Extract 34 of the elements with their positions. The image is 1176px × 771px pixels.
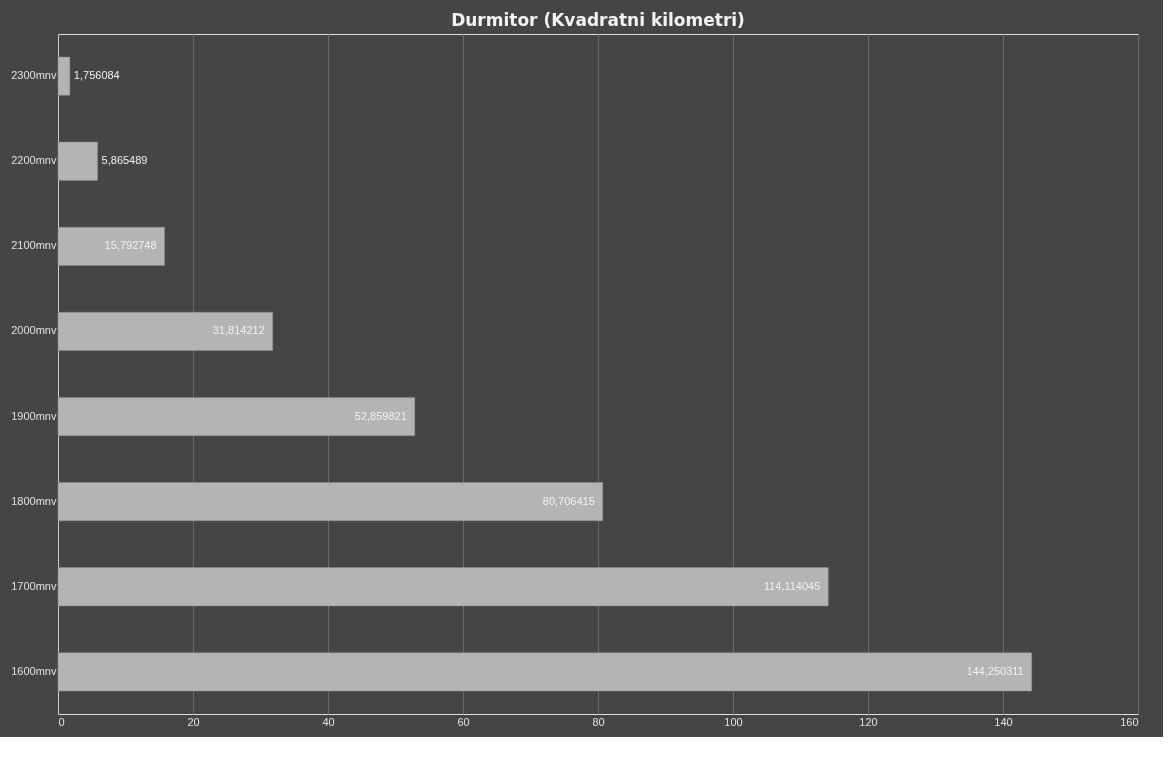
chart-title: Durmitor (Kvadratni kilometri) xyxy=(451,10,745,30)
bar xyxy=(57,567,829,607)
bar xyxy=(57,312,273,351)
bar xyxy=(57,141,98,181)
y-tick-label: 1800mnv xyxy=(11,494,57,507)
x-tick-label: 60 xyxy=(457,715,470,728)
x-tick-label: 40 xyxy=(322,715,335,728)
y-tick-label: 1700mnv xyxy=(11,579,57,592)
data-label: 5,865489 xyxy=(101,154,148,167)
data-label: 15,792748 xyxy=(104,239,157,252)
data-label: 80,706415 xyxy=(542,494,595,507)
x-tick-label: 80 xyxy=(592,715,605,728)
y-tick-label: 2000mnv xyxy=(11,324,57,337)
bar xyxy=(57,56,71,96)
bar xyxy=(57,397,416,436)
y-tick-label: 1600mnv xyxy=(11,664,57,677)
y-tick-label: 2300mnv xyxy=(11,69,57,82)
y-tick-label: 1900mnv xyxy=(11,409,57,422)
data-label: 144,250311 xyxy=(966,664,1024,677)
bar xyxy=(57,482,604,522)
y-tick-label: 2200mnv xyxy=(11,154,57,167)
x-tick-label: 140 xyxy=(994,715,1013,728)
x-tick-label: 160 xyxy=(1120,715,1139,728)
bar xyxy=(57,226,165,266)
data-label: 1,756084 xyxy=(73,69,120,82)
data-label: 52,859821 xyxy=(354,409,407,422)
x-tick-label: 0 xyxy=(58,715,65,728)
data-label: 114,114045 xyxy=(763,579,821,592)
bar xyxy=(57,652,1032,692)
x-tick-label: 20 xyxy=(187,715,200,728)
data-label: 31,814212 xyxy=(212,324,265,337)
x-tick-label: 120 xyxy=(859,715,878,728)
y-tick-label: 2100mnv xyxy=(11,239,57,252)
x-tick-label: 100 xyxy=(724,715,743,728)
